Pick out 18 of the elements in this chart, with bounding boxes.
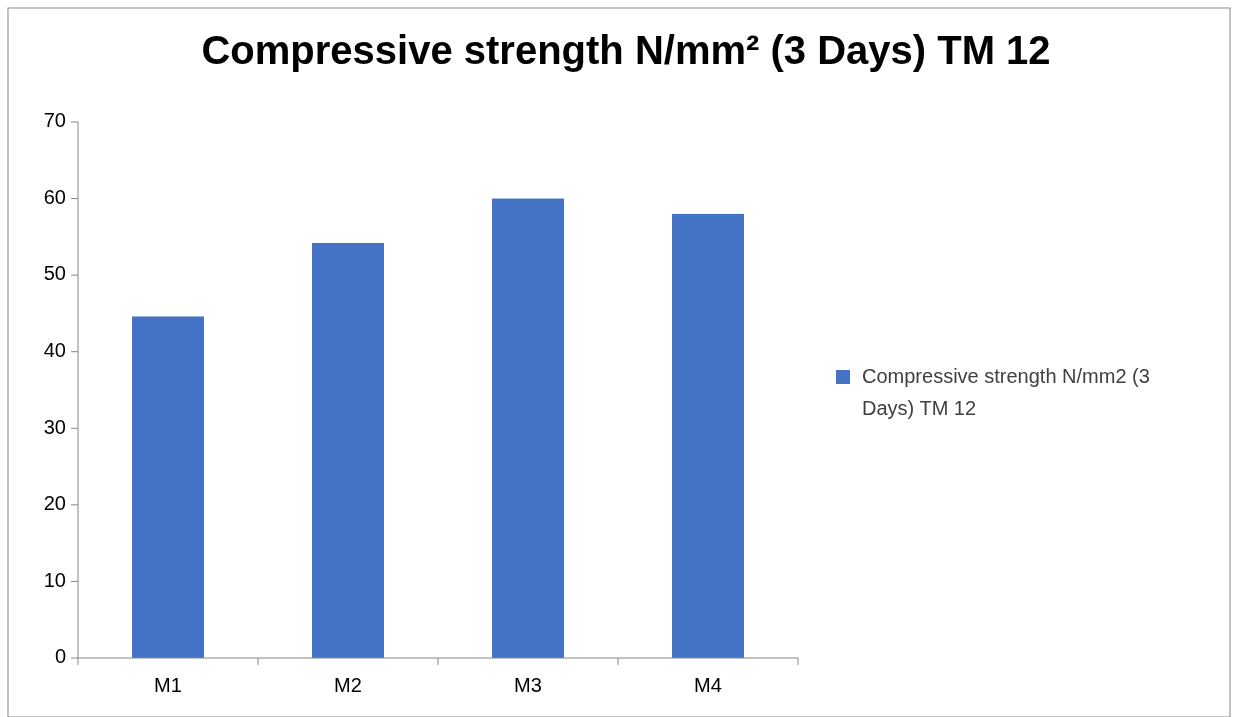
legend-label: Compressive strength N/mm2 (3 Days) TM 12 [862, 365, 1150, 420]
y-tick-label: 40 [43, 339, 66, 361]
y-tick-label: 50 [43, 262, 66, 285]
y-tick-label: 30 [43, 415, 66, 438]
y-tick-label: 70 [43, 109, 66, 132]
x-tick-label: M2 [334, 674, 362, 696]
bar [312, 242, 384, 658]
y-tick-label: 60 [43, 185, 66, 208]
y-tick-label: 0 [54, 645, 66, 668]
x-tick-label: M1 [154, 674, 182, 696]
y-tick-label: 20 [43, 492, 66, 515]
y-tick-label: 10 [43, 568, 66, 591]
bar [492, 198, 564, 658]
x-tick-label: M4 [694, 674, 722, 696]
bar [672, 213, 744, 658]
x-tick-label: M3 [514, 674, 542, 696]
chart-title: Compressive strength N/mm² (3 Days) TM 12 [201, 28, 1051, 72]
bar [132, 316, 204, 658]
